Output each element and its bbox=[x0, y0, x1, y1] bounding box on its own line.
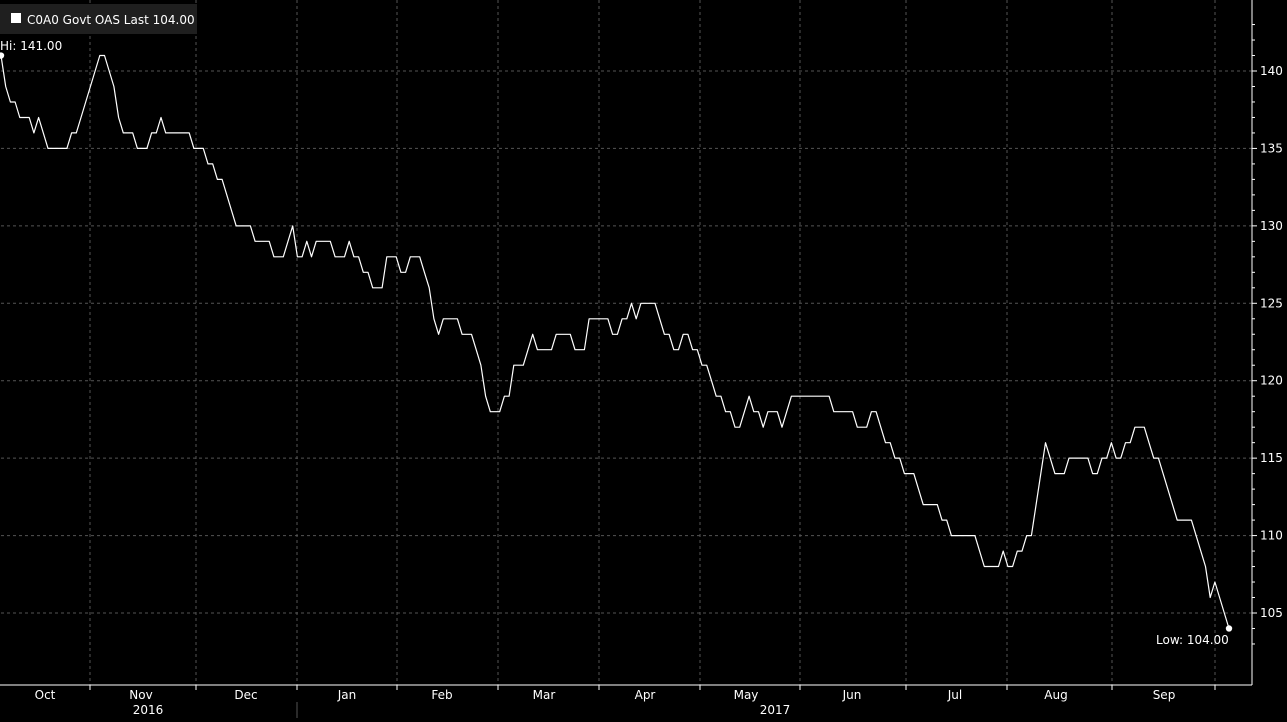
x-tick-label: Jun bbox=[842, 688, 862, 702]
y-tick-label: 105 bbox=[1260, 606, 1283, 620]
y-tick-label: 120 bbox=[1260, 374, 1283, 388]
x-tick-label: Apr bbox=[635, 688, 656, 702]
x-tick-label: Aug bbox=[1044, 688, 1067, 702]
grid-layer bbox=[1, 0, 1252, 685]
legend-label: C0A0 Govt OAS Last 104.00 bbox=[27, 13, 195, 27]
legend-background bbox=[0, 4, 197, 34]
series-layer bbox=[0, 54, 1230, 629]
x-tick-label: May bbox=[734, 688, 759, 702]
y-tick-label: 140 bbox=[1260, 64, 1283, 78]
y-tick-label: 135 bbox=[1260, 141, 1283, 155]
y-tick-label: 125 bbox=[1260, 296, 1283, 310]
y-tick-label: 115 bbox=[1260, 451, 1283, 465]
x-tick-label: Dec bbox=[234, 688, 257, 702]
x-tick-label: Sep bbox=[1153, 688, 1176, 702]
high-label: Hi: 141.00 bbox=[0, 39, 62, 53]
marker-layer bbox=[0, 52, 1233, 632]
series-line bbox=[0, 54, 1230, 629]
y-tick-label: 130 bbox=[1260, 219, 1283, 233]
high-marker bbox=[0, 52, 5, 59]
legend: C0A0 Govt OAS Last 104.00 bbox=[0, 4, 197, 34]
year-label: 2016 bbox=[133, 703, 164, 717]
x-tick-label: Nov bbox=[129, 688, 152, 702]
x-tick-label: Jul bbox=[947, 688, 962, 702]
x-tick-label: Oct bbox=[35, 688, 56, 702]
y-tick-label: 110 bbox=[1260, 529, 1283, 543]
x-tick-label: Feb bbox=[431, 688, 452, 702]
legend-swatch bbox=[11, 13, 21, 23]
low-marker bbox=[1225, 625, 1233, 632]
low-label: Low: 104.00 bbox=[1156, 633, 1229, 647]
year-label: 2017 bbox=[760, 703, 791, 717]
x-tick-label: Jan bbox=[337, 688, 357, 702]
x-tick-label: Mar bbox=[533, 688, 556, 702]
